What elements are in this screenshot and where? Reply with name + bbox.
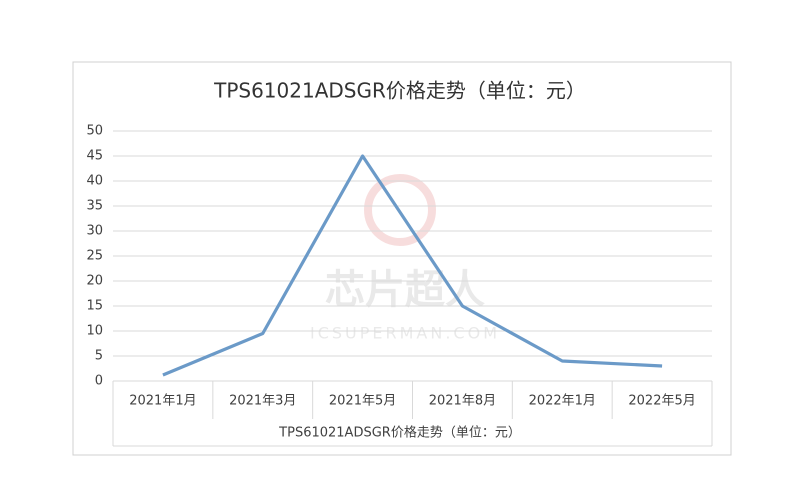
- watermark: 芯片超人 ICSUPERMAN.COM: [310, 174, 500, 343]
- y-tick-label: 25: [86, 249, 103, 264]
- x-tick-label: 2021年3月: [229, 394, 296, 409]
- y-tick-label: 10: [86, 324, 103, 339]
- y-tick-label: 35: [86, 199, 103, 214]
- x-tick-label: 2022年1月: [529, 394, 596, 409]
- y-tick-label: 50: [86, 124, 103, 139]
- y-tick-label: 15: [86, 299, 103, 314]
- chart-frame: [72, 61, 732, 456]
- x-tick-label: 2021年5月: [329, 394, 396, 409]
- watermark-url: ICSUPERMAN.COM: [310, 324, 500, 343]
- x-tick-label: 2021年8月: [429, 394, 496, 409]
- line-series: [162, 154, 663, 377]
- y-tick-label: 30: [86, 224, 103, 239]
- y-tick-label: 0: [95, 374, 103, 389]
- y-tick-label: 45: [86, 149, 103, 164]
- x-axis-title: TPS61021ADSGR价格走势（单位：元）: [278, 425, 521, 441]
- watermark-logo: [364, 174, 436, 246]
- x-tick-label: 2022年5月: [628, 394, 695, 409]
- x-tick-label: 2021年1月: [129, 394, 196, 409]
- chart-title: TPS61021ADSGR价格走势（单位：元）: [213, 79, 586, 103]
- y-tick-label: 5: [95, 349, 103, 364]
- watermark-text: 芯片超人: [325, 267, 485, 313]
- y-tick-label: 40: [86, 174, 103, 189]
- y-tick-label: 20: [86, 274, 103, 289]
